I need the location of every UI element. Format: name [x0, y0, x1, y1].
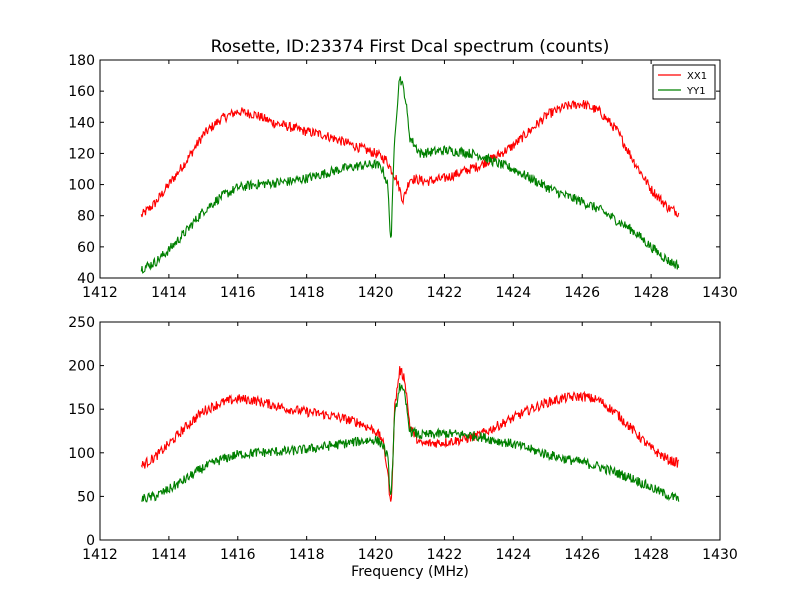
x-tick-label: 1422 — [427, 285, 463, 301]
x-tick-label: 1418 — [289, 547, 325, 563]
x-tick-label: 1428 — [633, 547, 669, 563]
y-tick-label: 100 — [68, 446, 95, 462]
x-tick-label: 1422 — [427, 547, 463, 563]
y-tick-label: 250 — [68, 315, 95, 331]
x-tick-label: 1414 — [151, 285, 187, 301]
x-tick-label: 1412 — [82, 547, 118, 563]
x-tick-label: 1428 — [633, 285, 669, 301]
bottom-panel: 1412 1414 1416 1418 1420 1422 1424 1426 1428 1430… — [68, 315, 738, 563]
legend-label-yy1: YY1 — [686, 86, 706, 97]
plot-frame — [99, 321, 721, 541]
y-tick-label: 200 — [68, 359, 95, 375]
y-tick-label: 160 — [68, 84, 95, 100]
x-tick-label: 1412 — [82, 285, 118, 301]
y-tick-label: 40 — [77, 271, 95, 287]
y-tick-label: 140 — [68, 115, 95, 131]
x-tick-label: 1430 — [702, 285, 738, 301]
x-axis-label: Frequency (MHz) — [351, 564, 469, 580]
x-tick-label: 1430 — [702, 547, 738, 563]
legend-label-xx1: XX1 — [687, 71, 707, 82]
series-line-xx1-panel-1 — [140, 99, 680, 218]
figure-title: Rosette, ID:23374 First Dcal spectrum (c… — [211, 37, 610, 57]
plot-frame — [99, 59, 721, 279]
x-tick-label: 1420 — [358, 547, 394, 563]
x-tick-label: 1416 — [220, 547, 256, 563]
y-tick-label: 0 — [86, 533, 95, 549]
y-tick-label: 120 — [68, 146, 95, 162]
y-tick-label: 80 — [77, 209, 95, 225]
series-line-yy1-panel-2 — [140, 383, 680, 503]
y-tick-label: 50 — [77, 489, 95, 505]
top-panel: 1412 1414 1416 1418 1420 1422 1424 1426 1428 1430… — [68, 53, 738, 301]
y-tick-label: 60 — [77, 240, 95, 256]
x-tick-label: 1414 — [151, 547, 187, 563]
y-tick-label: 100 — [68, 178, 95, 194]
x-tick-label: 1424 — [496, 547, 532, 563]
x-tick-label: 1416 — [220, 285, 256, 301]
x-tick-label: 1420 — [358, 285, 394, 301]
legend-box — [652, 64, 716, 100]
x-tick-label: 1426 — [564, 547, 600, 563]
series-line-yy1-panel-1 — [140, 76, 680, 274]
y-tick-label: 180 — [68, 53, 95, 69]
y-tick-label: 150 — [68, 402, 95, 418]
x-tick-label: 1418 — [289, 285, 325, 301]
x-tick-label: 1424 — [496, 285, 532, 301]
x-tick-label: 1426 — [564, 285, 600, 301]
